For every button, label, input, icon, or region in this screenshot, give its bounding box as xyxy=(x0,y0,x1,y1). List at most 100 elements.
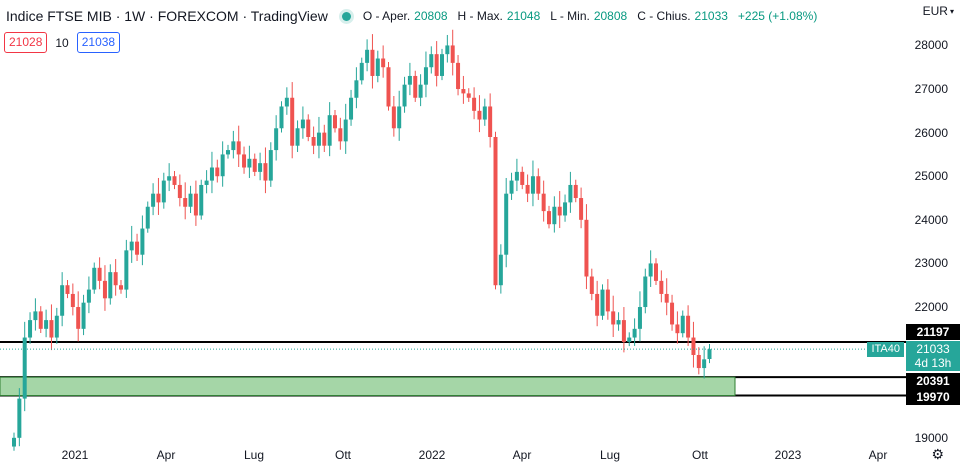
candle-body xyxy=(616,320,621,325)
candle-body xyxy=(541,193,546,212)
y-tick-label: 27000 xyxy=(914,82,948,97)
candle-body xyxy=(375,58,380,76)
chart-title: Indice FTSE MIB · 1W · FOREXCOM · Tradin… xyxy=(6,8,328,24)
candle-body xyxy=(188,193,193,207)
spread-value: 10 xyxy=(55,35,69,50)
ohlc-high-value: 21048 xyxy=(506,9,541,23)
candle-body xyxy=(413,75,418,98)
x-tick-label: 2022 xyxy=(418,448,446,462)
candle-body xyxy=(520,171,525,185)
currency-selector[interactable]: EUR ▾ xyxy=(923,4,954,18)
candle-body xyxy=(621,320,626,342)
ohlc-change: +225 (+1.08%) xyxy=(737,9,818,23)
candle-body xyxy=(488,106,493,137)
ohlc-low-value: 20808 xyxy=(593,9,628,23)
candle-body xyxy=(477,110,482,120)
candle-body xyxy=(349,97,354,120)
x-tick-label: 2023 xyxy=(774,448,802,462)
candle-body xyxy=(343,119,348,142)
candle-body xyxy=(102,280,107,299)
candle-body xyxy=(54,315,59,338)
candle-body xyxy=(327,115,332,146)
x-tick-label: Apr xyxy=(512,448,532,462)
candle-body xyxy=(44,320,49,329)
candle-body xyxy=(17,398,22,438)
candle-body xyxy=(252,158,257,172)
candle-body xyxy=(236,141,241,155)
buy-price-button[interactable]: 21038 xyxy=(76,32,121,53)
candle-body xyxy=(193,193,198,216)
candle-body xyxy=(60,285,65,316)
candle-body xyxy=(322,132,327,146)
symbol-tag: ITA40 xyxy=(867,342,904,357)
candle-body xyxy=(49,320,54,338)
candle-body xyxy=(445,45,450,55)
candle-body xyxy=(76,307,81,329)
candle-body xyxy=(92,267,97,290)
candle-body xyxy=(493,136,498,286)
candle-body xyxy=(140,228,145,255)
candle-body xyxy=(429,54,434,68)
candle-body xyxy=(611,311,616,325)
candle-body xyxy=(263,163,268,181)
candle-body xyxy=(274,128,279,151)
y-tick-label: 24000 xyxy=(914,212,948,227)
candle-body xyxy=(670,302,675,325)
y-tick-label: 22000 xyxy=(914,300,948,315)
current-price-label: 21033 4d 13h xyxy=(906,341,960,371)
candle-body xyxy=(530,176,535,194)
ohlc-open-value: 20808 xyxy=(414,9,448,23)
x-tick-label: 2021 xyxy=(61,448,89,462)
gear-icon[interactable]: ⚙ xyxy=(931,446,944,462)
candle-body xyxy=(434,54,439,76)
candle-body xyxy=(12,437,16,447)
candle-body xyxy=(167,176,172,181)
candle-body xyxy=(28,320,33,338)
candle-body xyxy=(482,106,487,120)
candle-body xyxy=(702,359,707,369)
candle-body xyxy=(386,67,391,107)
candle-body xyxy=(226,150,230,155)
candle-body xyxy=(135,241,140,255)
sell-price-button[interactable]: 21028 xyxy=(4,32,48,53)
candle-body xyxy=(172,176,177,185)
candle-body xyxy=(381,58,386,68)
candle-body xyxy=(579,198,584,220)
candle-body xyxy=(547,211,551,225)
candle-body xyxy=(258,163,263,172)
candle-body xyxy=(472,97,477,111)
candle-body xyxy=(311,136,316,146)
candle-body xyxy=(627,337,632,342)
candle-body xyxy=(461,89,466,94)
candle-body xyxy=(220,154,225,177)
candle-body xyxy=(402,84,407,107)
ohlc-open-label: O - Aper. xyxy=(362,9,411,23)
candle-body xyxy=(359,62,364,81)
candle-body xyxy=(145,206,150,229)
candle-body xyxy=(605,289,610,312)
candle-body xyxy=(584,219,589,277)
x-tick-label: Apr xyxy=(868,448,888,462)
candle-body xyxy=(97,267,102,281)
candle-body xyxy=(675,324,680,334)
chevron-down-icon: ▾ xyxy=(949,6,954,16)
candle-body xyxy=(247,158,252,168)
candle-body xyxy=(648,263,653,277)
candle-body xyxy=(209,167,214,181)
candle-body xyxy=(316,132,321,146)
candle-body xyxy=(407,75,412,85)
candle-body xyxy=(156,193,161,203)
y-tick-label: 23000 xyxy=(914,256,948,271)
candle-body xyxy=(654,263,658,281)
candle-body xyxy=(204,180,209,185)
candle-body xyxy=(268,150,273,181)
candle-body xyxy=(365,49,370,63)
candle-body xyxy=(86,289,91,303)
candle-body xyxy=(279,106,284,129)
candle-body xyxy=(306,119,311,137)
candle-body xyxy=(183,198,188,207)
candle-body xyxy=(504,193,509,255)
candle-body xyxy=(199,184,204,216)
candle-body xyxy=(525,184,530,194)
